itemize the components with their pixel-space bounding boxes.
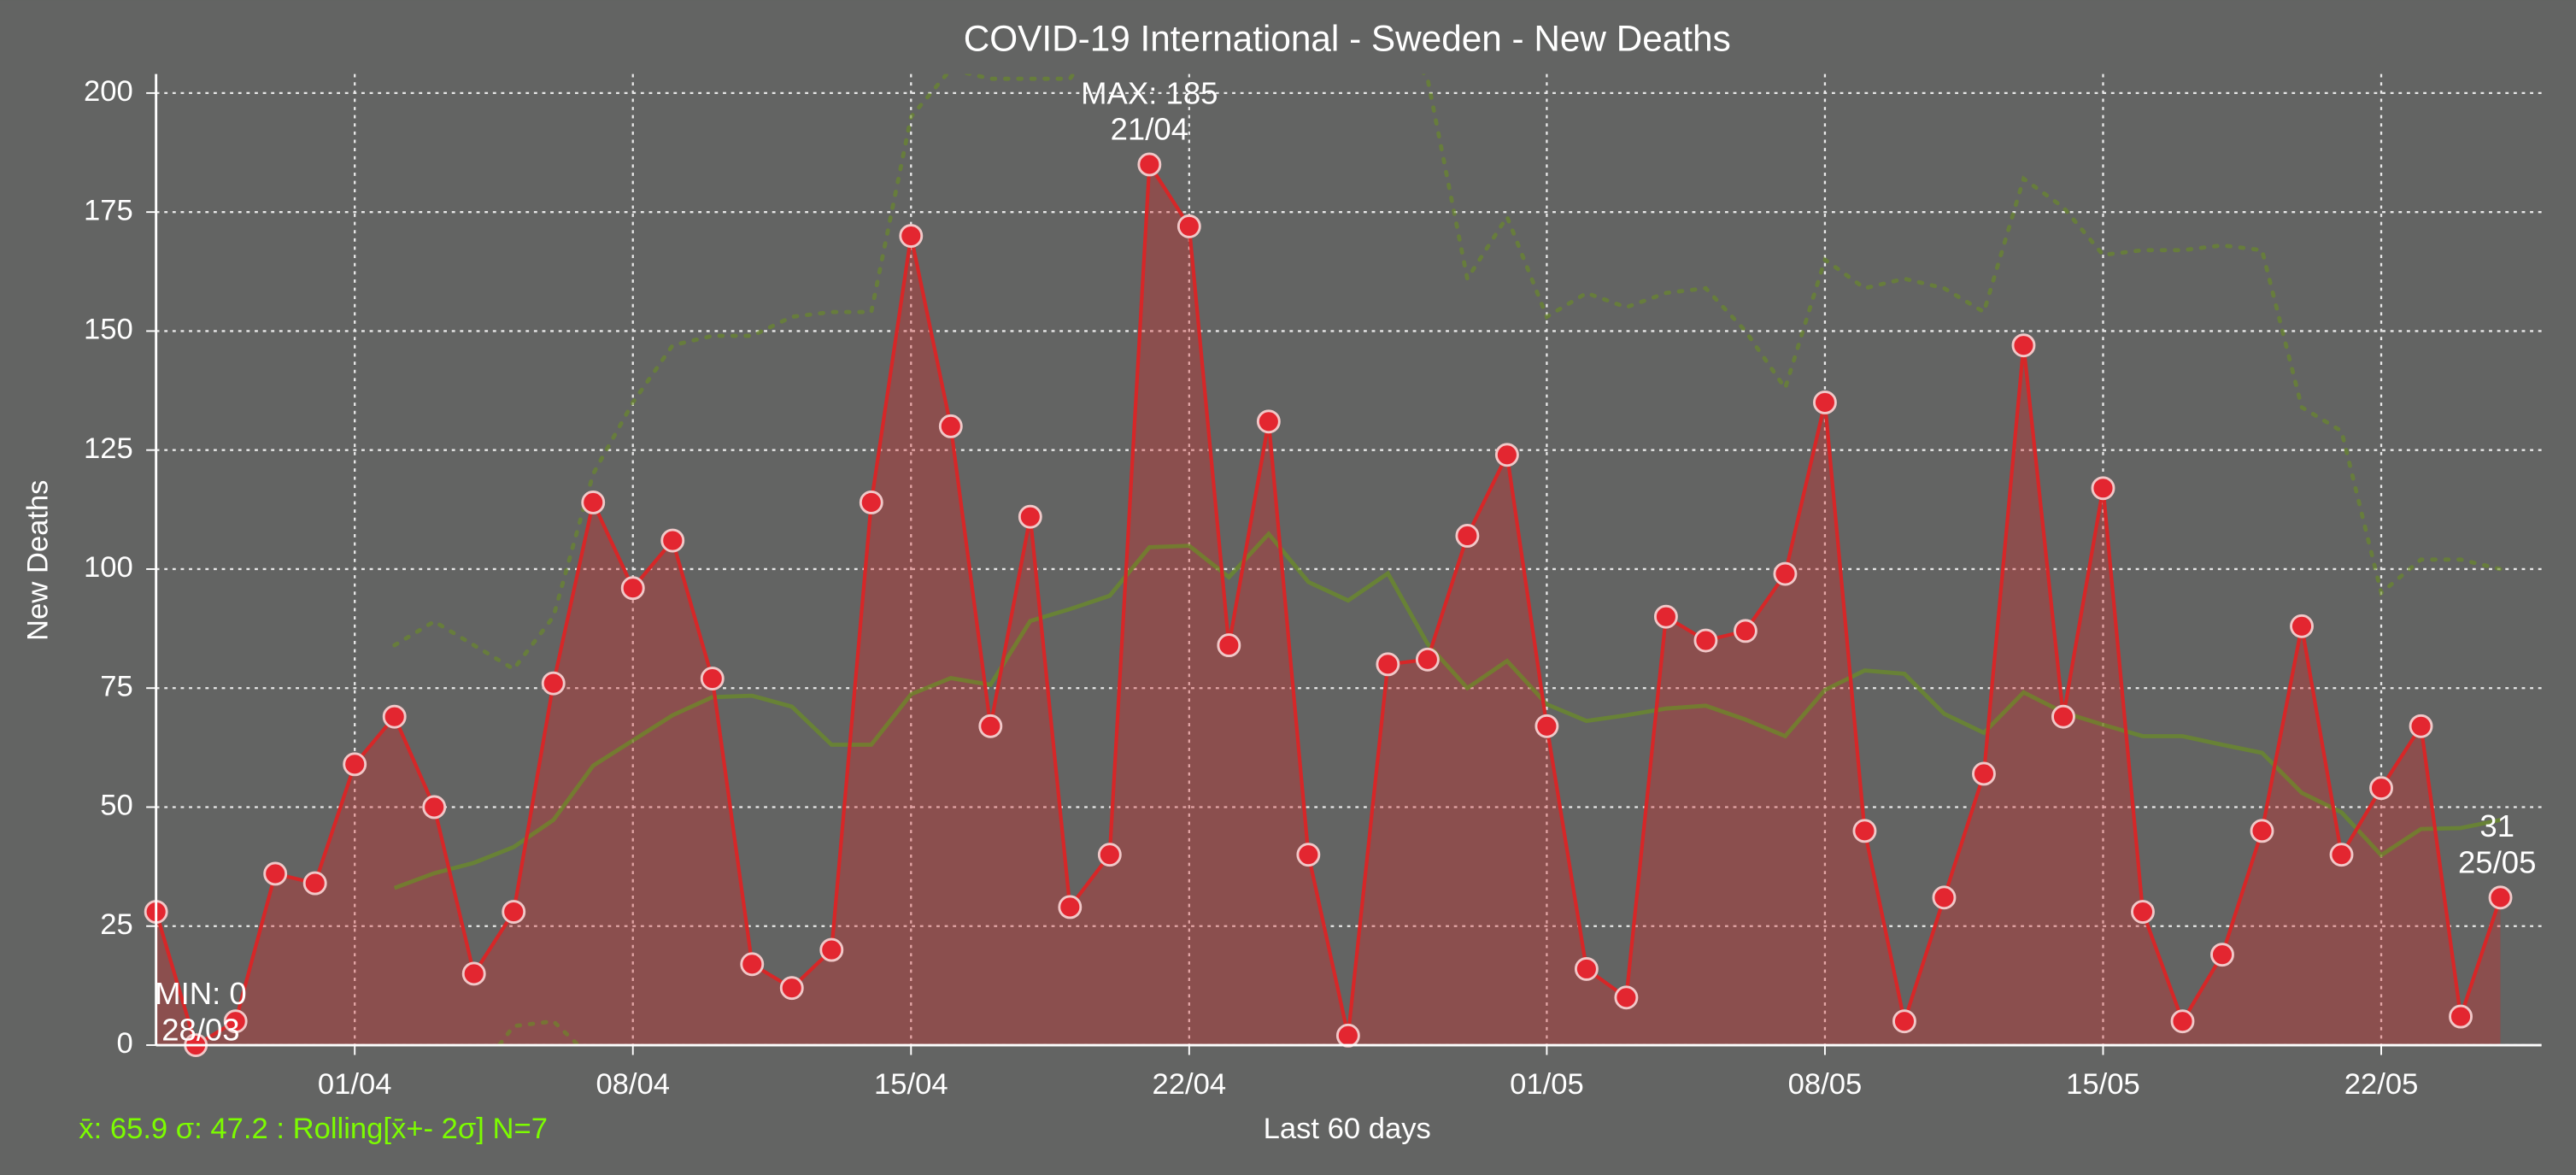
line [154, 158, 2503, 1049]
marker [502, 900, 526, 924]
marker [2011, 333, 2036, 358]
marker [1932, 885, 1957, 910]
marker [1256, 409, 1281, 434]
marker [1097, 843, 1122, 867]
marker [1892, 1009, 1916, 1034]
footer-stats: x̄: 65.9 σ: 47.2 : Rolling[x̄+- 2σ] N=7 [79, 1113, 548, 1145]
marker [1335, 1023, 1360, 1048]
y-tick-label: 200 [84, 75, 133, 108]
marker [2170, 1009, 2195, 1034]
marker [1693, 628, 1718, 653]
x-tick-label: 08/05 [1788, 1068, 1863, 1101]
y-tick-label: 0 [116, 1027, 132, 1060]
marker [1296, 843, 1321, 867]
marker [1058, 895, 1083, 919]
marker [541, 671, 566, 696]
annotation: MAX: 185 [1081, 75, 1218, 110]
marker [1018, 504, 1042, 529]
y-tick-label: 125 [84, 432, 133, 465]
marker [2051, 704, 2075, 729]
marker [1773, 561, 1798, 586]
marker [2290, 614, 2314, 638]
line [392, 73, 2503, 673]
marker [1177, 214, 1201, 238]
annotation: 31 [2479, 808, 2514, 843]
marker [263, 861, 288, 886]
marker [1574, 956, 1599, 981]
x-tick-label: 15/05 [2066, 1068, 2140, 1101]
annotation: 21/04 [1111, 112, 1188, 147]
x-tick-label: 01/05 [1510, 1068, 1584, 1101]
marker [899, 224, 924, 248]
marker [2369, 776, 2393, 801]
x-tick-label: 15/04 [874, 1068, 948, 1101]
marker [581, 491, 606, 514]
marker [1376, 652, 1400, 677]
marker [740, 952, 765, 977]
x-tick-label: 22/04 [1153, 1068, 1227, 1101]
marker [660, 528, 685, 553]
y-tick-label: 75 [100, 670, 133, 702]
marker [2488, 885, 2513, 910]
marker [382, 704, 407, 729]
y-tick-label: 150 [84, 314, 133, 346]
marker [1415, 647, 1440, 672]
marker [343, 752, 367, 777]
marker [1137, 152, 1162, 177]
marker [461, 961, 486, 986]
y-axis-label: New Deaths [21, 480, 54, 642]
marker [2409, 714, 2433, 738]
marker [859, 491, 883, 514]
marker [1217, 633, 1241, 658]
marker [938, 414, 963, 438]
marker [2449, 1004, 2473, 1029]
marker [1653, 604, 1678, 629]
line [393, 531, 2502, 890]
x-tick-label: 08/04 [596, 1068, 670, 1101]
annotation: MIN: 0 [155, 976, 247, 1011]
marker [2091, 476, 2115, 501]
y-tick-label: 175 [84, 194, 133, 226]
marker [1614, 985, 1639, 1010]
marker [223, 1009, 248, 1034]
marker [1733, 619, 1757, 643]
marker [1852, 819, 1877, 843]
marker [2131, 900, 2155, 924]
annotation: 25/05 [2458, 845, 2536, 880]
x-tick-label: 22/05 [2344, 1068, 2419, 1101]
marker [779, 976, 804, 1001]
marker [978, 714, 1003, 738]
marker [422, 795, 447, 820]
marker [1812, 391, 1837, 414]
marker [1534, 714, 1559, 738]
y-tick-label: 100 [84, 551, 133, 584]
x-tick-label: 01/04 [318, 1068, 392, 1101]
y-tick-label: 25 [100, 908, 133, 941]
marker [302, 871, 327, 896]
marker [1494, 443, 1519, 467]
chart-title: COVID-19 International - Sweden - New De… [964, 18, 1731, 58]
marker [819, 937, 844, 962]
marker [1455, 524, 1480, 548]
marker [2329, 843, 2354, 867]
marker [1972, 761, 1996, 786]
marker [2210, 943, 2234, 967]
marker [620, 576, 645, 601]
marker [700, 667, 725, 691]
annotation: 28/03 [161, 1012, 239, 1047]
marker [2250, 819, 2274, 843]
x-axis-label: Last 60 days [1264, 1113, 1431, 1145]
area [155, 164, 2501, 1046]
y-tick-label: 50 [100, 790, 133, 822]
